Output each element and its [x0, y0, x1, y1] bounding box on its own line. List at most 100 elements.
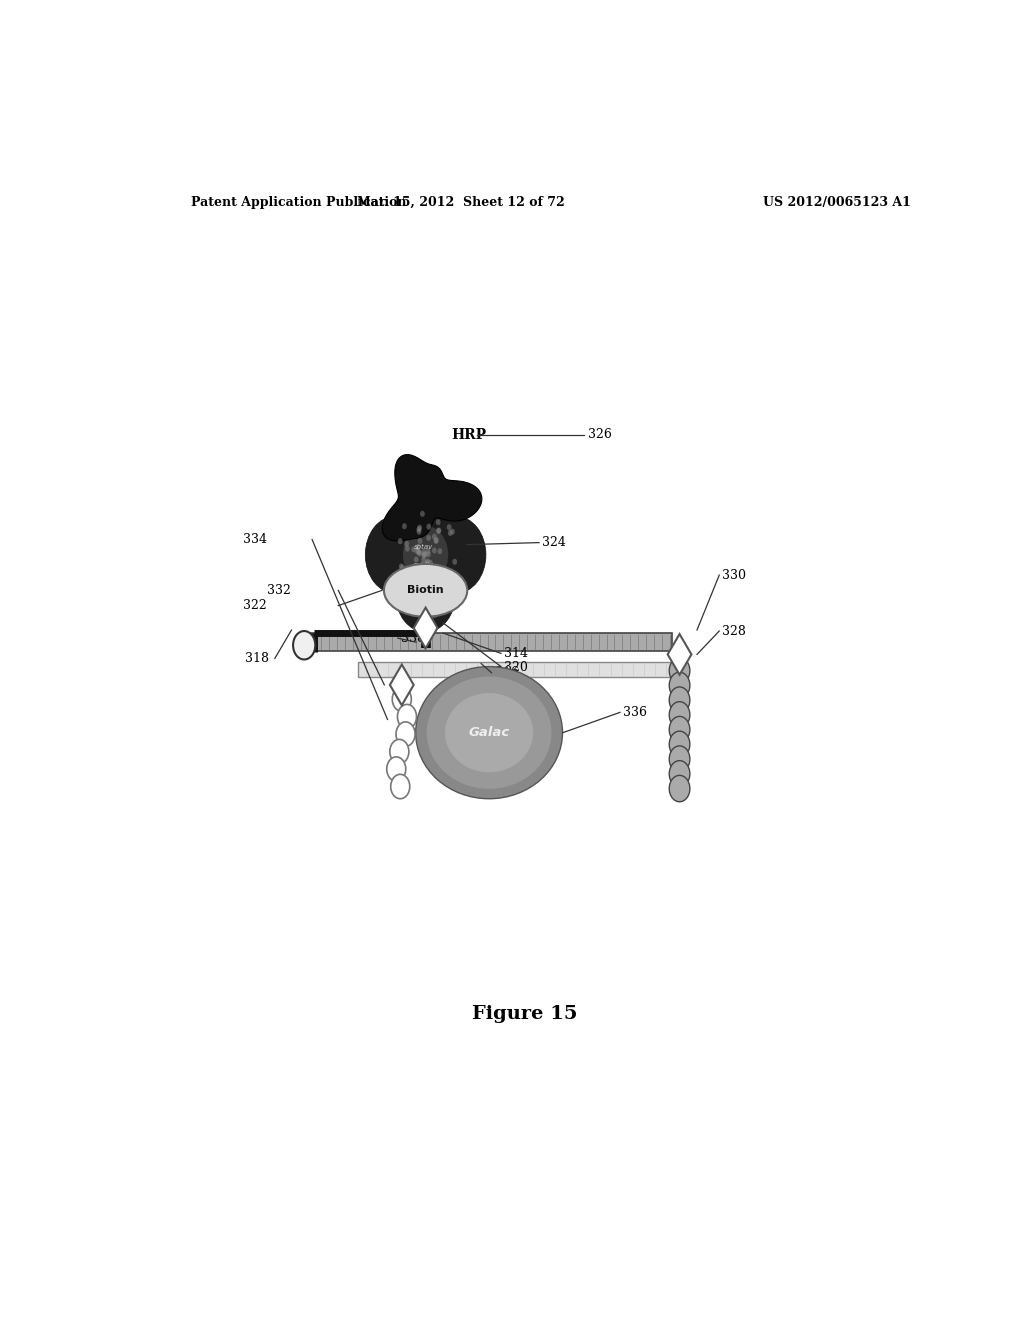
Circle shape	[436, 519, 440, 525]
Circle shape	[412, 546, 416, 553]
Text: 336: 336	[624, 706, 647, 719]
Circle shape	[424, 566, 429, 573]
Circle shape	[433, 576, 438, 582]
Circle shape	[391, 775, 410, 799]
Circle shape	[420, 565, 425, 570]
Text: avidin: avidin	[413, 562, 434, 568]
Circle shape	[436, 528, 441, 533]
Circle shape	[433, 539, 438, 544]
Circle shape	[427, 582, 432, 587]
Bar	[299, 634, 672, 651]
Polygon shape	[390, 664, 414, 705]
Circle shape	[397, 705, 417, 729]
Text: US 2012/0065123 A1: US 2012/0065123 A1	[763, 195, 910, 209]
Circle shape	[422, 593, 427, 599]
Circle shape	[428, 560, 433, 566]
Circle shape	[366, 516, 426, 594]
Circle shape	[407, 579, 411, 585]
Text: Figure 15: Figure 15	[472, 1006, 578, 1023]
Text: Patent Application Publication: Patent Application Publication	[191, 195, 407, 209]
Circle shape	[426, 548, 430, 554]
Circle shape	[436, 528, 440, 533]
Circle shape	[417, 549, 422, 556]
Text: Biotin: Biotin	[408, 585, 444, 595]
Circle shape	[670, 775, 690, 801]
Ellipse shape	[427, 677, 552, 789]
Circle shape	[670, 672, 690, 698]
Circle shape	[396, 722, 415, 746]
Circle shape	[425, 558, 430, 565]
Ellipse shape	[445, 693, 534, 772]
Circle shape	[416, 583, 421, 590]
Circle shape	[442, 568, 447, 574]
Circle shape	[421, 549, 426, 554]
Circle shape	[416, 544, 421, 550]
Circle shape	[426, 552, 431, 557]
Circle shape	[417, 550, 422, 556]
Circle shape	[415, 548, 420, 554]
Circle shape	[670, 731, 690, 758]
Circle shape	[436, 582, 441, 587]
Ellipse shape	[384, 564, 467, 616]
Circle shape	[417, 566, 421, 573]
Text: 314: 314	[504, 647, 528, 660]
Circle shape	[425, 582, 429, 589]
Circle shape	[421, 557, 426, 564]
Bar	[358, 661, 672, 677]
Circle shape	[417, 527, 421, 532]
Circle shape	[417, 528, 421, 535]
Circle shape	[422, 552, 427, 557]
Circle shape	[423, 552, 428, 557]
Circle shape	[416, 569, 420, 576]
Circle shape	[424, 560, 429, 566]
Text: Galac: Galac	[468, 726, 510, 739]
Circle shape	[421, 553, 426, 558]
Text: sptav: sptav	[414, 544, 433, 549]
Circle shape	[397, 539, 402, 544]
Circle shape	[293, 631, 315, 660]
Circle shape	[438, 574, 442, 581]
Circle shape	[425, 570, 430, 577]
Circle shape	[670, 657, 690, 684]
Circle shape	[670, 746, 690, 772]
Circle shape	[392, 686, 412, 711]
Text: 338: 338	[401, 632, 425, 644]
Circle shape	[446, 524, 452, 531]
Circle shape	[387, 756, 406, 781]
Circle shape	[437, 548, 442, 554]
Circle shape	[426, 535, 431, 541]
Circle shape	[421, 572, 425, 577]
Circle shape	[432, 548, 436, 553]
Circle shape	[432, 533, 437, 540]
Circle shape	[426, 524, 431, 529]
Circle shape	[670, 702, 690, 729]
Text: 328: 328	[722, 624, 745, 638]
Circle shape	[404, 545, 410, 552]
Circle shape	[403, 525, 449, 583]
Text: Mar. 15, 2012  Sheet 12 of 72: Mar. 15, 2012 Sheet 12 of 72	[357, 195, 565, 209]
Circle shape	[428, 579, 433, 585]
Circle shape	[417, 524, 422, 531]
Circle shape	[390, 739, 409, 764]
Circle shape	[426, 516, 486, 594]
Circle shape	[418, 537, 422, 544]
Circle shape	[404, 541, 409, 546]
Text: 320: 320	[504, 661, 528, 675]
Circle shape	[670, 717, 690, 743]
Circle shape	[451, 528, 455, 535]
Text: 326: 326	[588, 429, 612, 441]
Circle shape	[447, 529, 453, 536]
Text: HRP: HRP	[452, 428, 487, 442]
Polygon shape	[414, 607, 437, 648]
Circle shape	[400, 565, 404, 570]
Circle shape	[411, 569, 416, 576]
Polygon shape	[668, 634, 691, 675]
Circle shape	[420, 511, 425, 517]
Circle shape	[402, 523, 407, 529]
Circle shape	[670, 760, 690, 787]
Circle shape	[670, 686, 690, 713]
Text: 318: 318	[246, 652, 269, 665]
Circle shape	[416, 548, 421, 554]
Text: 316: 316	[495, 667, 518, 680]
Text: 324: 324	[543, 536, 566, 549]
